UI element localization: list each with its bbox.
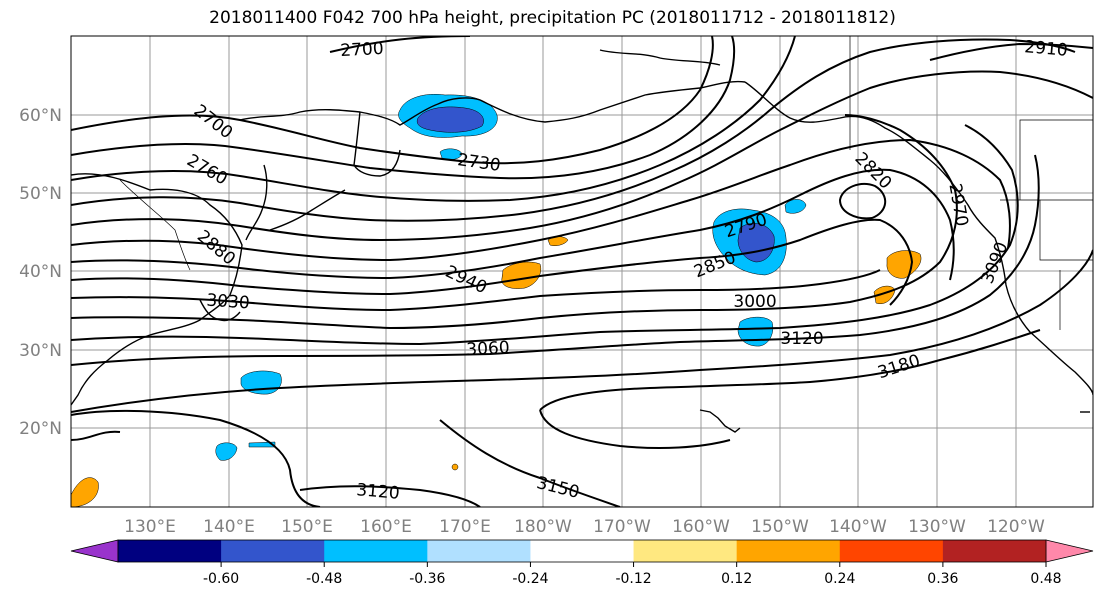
lon-label: 160°E [360, 517, 412, 537]
contour-label: 3120 [780, 329, 823, 349]
colorbar-tick-label: 0.36 [927, 571, 958, 587]
colorbar-segment [942, 540, 1047, 562]
lon-label: 150°E [281, 517, 333, 537]
contour-label: 3060 [466, 338, 510, 360]
colorbar-tick-label: 0.12 [721, 571, 752, 587]
colorbar-tick-label: -0.48 [306, 571, 342, 587]
lon-label: 170°W [593, 517, 651, 537]
colorbar-outline [117, 539, 1047, 563]
lon-label: 130°E [124, 517, 176, 537]
colorbar-segment [530, 540, 635, 562]
coastlines [71, 49, 1093, 433]
height-contours [71, 36, 1093, 507]
colorbar-segment [324, 540, 428, 562]
lon-label: 170°E [439, 517, 491, 537]
colorbar-extend-high [1045, 539, 1094, 563]
lat-label: 60°N [19, 106, 62, 126]
colorbar-tick-label: -0.24 [512, 571, 548, 587]
lat-label: 40°N [19, 262, 62, 282]
colorbar-tick-label: 0.24 [824, 571, 855, 587]
colorbar-tick-label: 0.48 [1030, 571, 1061, 587]
colorbar-segment [839, 540, 944, 562]
lat-label: 30°N [19, 341, 62, 361]
lon-label: 160°W [672, 517, 730, 537]
lat-label: 20°N [19, 419, 62, 439]
political-borders [119, 36, 1093, 330]
lat-label: 50°N [19, 184, 62, 204]
colorbar-segment [118, 540, 222, 562]
longitude-labels: 130°E 140°E 150°E 160°E 170°E 180°W 170°… [124, 517, 1045, 537]
colorbar-segment [736, 540, 841, 562]
map-title: 2018011400 F042 700 hPa height, precipit… [209, 8, 896, 28]
contour-label: 3030 [206, 291, 251, 314]
contour-label: 2910 [1024, 37, 1069, 61]
colorbar-tick-label: -0.60 [203, 571, 239, 587]
contour-label: 3000 [733, 292, 776, 312]
colorbar-segment [633, 540, 738, 562]
map-frame [70, 35, 1094, 508]
colorbar-tick-label: -0.12 [615, 571, 651, 587]
latitude-labels: 60°N 50°N 40°N 30°N 20°N [19, 106, 62, 439]
colorbar: -0.60 -0.48 -0.36 -0.24 -0.12 0.12 0.24 0.36 0.4… [70, 539, 1094, 587]
lon-label: 120°W [987, 517, 1045, 537]
lon-label: 180°W [514, 517, 572, 537]
lon-label: 140°W [829, 517, 887, 537]
colorbar-tick-label: -0.36 [409, 571, 445, 587]
contour-label: 3120 [356, 480, 401, 504]
lon-label: 140°E [203, 517, 255, 537]
precipitation-anomaly-shading [71, 94, 922, 507]
colorbar-segment [427, 540, 531, 562]
colorbar-extend-low [70, 539, 119, 563]
lon-label: 130°W [908, 517, 966, 537]
colorbar-segment [221, 540, 325, 562]
contour-label: 2700 [340, 39, 384, 61]
lon-label: 150°W [751, 517, 809, 537]
